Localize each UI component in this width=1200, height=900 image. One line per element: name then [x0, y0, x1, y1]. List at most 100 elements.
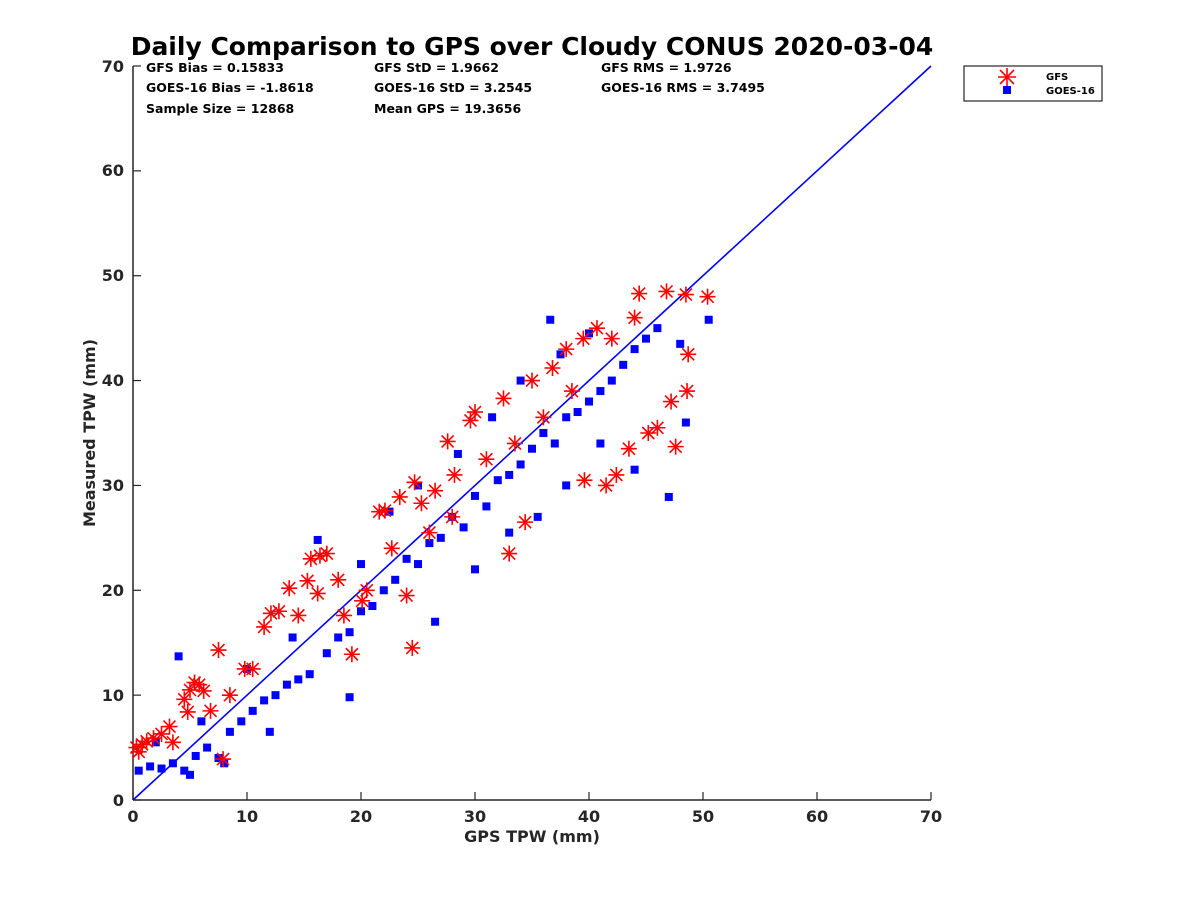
gfs-point: [631, 285, 648, 302]
stat-gfs-rms: GFS RMS = 1.9726: [601, 60, 732, 75]
gfs-point: [575, 330, 592, 347]
goes16-point: [385, 507, 394, 516]
goes16-point: [505, 470, 514, 479]
goes16-point: [174, 652, 183, 661]
y-tick-label: 40: [102, 371, 124, 390]
gfs-point: [626, 309, 643, 326]
gfs-point: [439, 433, 456, 450]
gfs-point: [501, 545, 518, 562]
y-tick-label: 20: [102, 581, 124, 600]
gfs-point: [358, 582, 375, 599]
gfs-point: [544, 359, 561, 376]
goes16-point: [550, 439, 559, 448]
gfs-point: [383, 540, 400, 557]
goes16-point: [345, 628, 354, 637]
x-tick-label: 50: [692, 807, 714, 826]
goes16-point: [642, 334, 650, 343]
goes16-point: [379, 586, 388, 595]
goes16-point: [516, 460, 525, 469]
goes16-point: [146, 762, 155, 771]
x-tick-label: 60: [806, 807, 828, 826]
one-to-one-line: [132, 65, 932, 801]
chart-title: Daily Comparison to GPS over Cloudy CONU…: [131, 32, 934, 61]
goes16-point: [425, 539, 434, 548]
gfs-point: [130, 743, 147, 760]
gfs-point: [281, 580, 298, 597]
gfs-point: [153, 725, 170, 742]
gfs-point: [495, 390, 512, 407]
gfs-point: [221, 687, 238, 704]
goes16-point: [431, 617, 440, 626]
goes16-point: [619, 360, 628, 369]
gfs-point: [524, 372, 540, 389]
goes16-point: [214, 754, 223, 763]
gfs-point: [608, 466, 625, 483]
gfs-point: [677, 286, 694, 303]
goes16-point: [704, 315, 713, 324]
goes16-point: [288, 633, 297, 642]
gfs-point: [391, 488, 408, 505]
legend-gfs-marker: [998, 68, 1016, 86]
gfs-point: [649, 419, 666, 436]
gfs-series: [128, 283, 716, 768]
goes16-point: [334, 633, 343, 642]
x-tick-label: 10: [236, 807, 258, 826]
goes16-point: [313, 535, 322, 544]
x-tick-label: 0: [127, 807, 138, 826]
goes16-point: [505, 528, 514, 537]
gfs-point: [446, 466, 463, 483]
gfs-point: [535, 409, 552, 426]
goes16-point: [322, 649, 331, 658]
goes16-point: [585, 397, 593, 406]
stat-goes16-std: GOES-16 StD = 3.2545: [374, 80, 532, 95]
gfs-point: [427, 482, 444, 499]
x-tick-label: 30: [464, 807, 486, 826]
gfs-point: [680, 346, 697, 363]
goes16-point: [488, 413, 497, 422]
y-tick-label: 30: [102, 476, 124, 495]
gfs-point: [598, 477, 615, 494]
goes16-point: [630, 465, 639, 474]
x-tick-label: 40: [578, 807, 600, 826]
goes16-point: [391, 575, 400, 584]
stat-sample-size: Sample Size = 12868: [146, 101, 294, 116]
gfs-point: [299, 572, 316, 589]
goes16-point: [294, 675, 303, 684]
goes16-point: [459, 523, 468, 532]
goes16-point: [596, 439, 605, 448]
gfs-point: [202, 702, 219, 719]
gfs-point: [603, 330, 620, 347]
gfs-point: [164, 734, 181, 751]
gfs-point: [256, 618, 273, 635]
gfs-point: [679, 383, 696, 400]
legend: GFS GOES-16: [963, 65, 1103, 102]
goes16-point: [134, 766, 143, 775]
gfs-point: [699, 288, 716, 305]
goes16-point: [573, 408, 582, 417]
gfs-point: [478, 451, 495, 468]
gfs-point: [462, 412, 479, 429]
goes16-point: [282, 680, 291, 689]
stat-goes16-bias: GOES-16 Bias = -1.8618: [146, 80, 314, 95]
goes16-point: [248, 706, 257, 715]
gfs-point: [658, 283, 675, 300]
gfs-point: [413, 495, 430, 512]
x-ticks: 0 10 20 30 40 50 60 70: [127, 807, 942, 826]
gfs-point: [335, 607, 352, 624]
gfs-point: [667, 438, 684, 455]
goes16-point: [357, 560, 365, 569]
gfs-point: [406, 474, 423, 491]
goes16-point: [157, 764, 166, 773]
goes16-point: [539, 429, 548, 437]
goes16-point: [203, 743, 212, 752]
goes16-point: [528, 444, 536, 453]
goes16-point: [516, 376, 525, 385]
goes16-point: [414, 560, 422, 569]
goes16-point: [180, 766, 189, 775]
goes16-point: [453, 449, 462, 458]
goes16-point: [562, 481, 571, 490]
goes16-point: [596, 387, 605, 396]
stat-goes16-rms: GOES-16 RMS = 3.7495: [601, 80, 765, 95]
stat-mean-gps: Mean GPS = 19.3656: [374, 101, 521, 116]
